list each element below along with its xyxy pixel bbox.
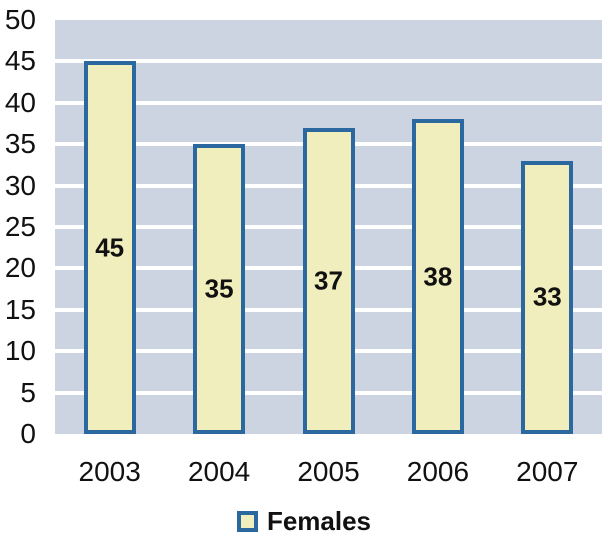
y-axis: 0 5 10 15 20 25 30 35 40 45 50 [0, 6, 36, 448]
x-tick-label: 2007 [516, 456, 579, 487]
bar-value-label: 35 [204, 273, 234, 304]
y-tick-label: 30 [4, 169, 36, 201]
legend: Females [0, 506, 608, 536]
bar-value-label: 33 [532, 281, 562, 312]
bar-value-label: 45 [95, 232, 125, 263]
y-tick-label: 45 [4, 45, 36, 77]
y-tick-label: 15 [4, 293, 36, 325]
legend-swatch-icon [236, 510, 258, 532]
bar-value-label: 37 [314, 265, 343, 296]
x-tick-label: 2006 [406, 456, 470, 487]
gridline [55, 100, 602, 105]
y-tick-label: 50 [4, 4, 36, 35]
bar-2005: 37 [302, 127, 355, 434]
y-tick-label: 40 [4, 86, 36, 118]
x-axis: 2003 2004 2005 2006 2007 [55, 456, 602, 490]
bar-2003: 45 [83, 61, 136, 434]
x-tick-label: 2004 [187, 456, 251, 487]
bar-2004: 35 [193, 144, 246, 434]
gridline [55, 59, 602, 64]
bar-2007: 33 [521, 160, 574, 434]
y-tick-label: 0 [20, 418, 36, 449]
bar-2006: 38 [411, 119, 464, 434]
y-tick-label: 20 [4, 252, 36, 284]
y-tick-label: 25 [4, 211, 36, 242]
x-tick-label: 2005 [297, 456, 360, 487]
bar-value-label: 38 [423, 261, 453, 292]
plot-area: 45 35 37 38 33 [55, 20, 602, 434]
y-tick-label: 35 [4, 128, 36, 160]
y-tick-label: 10 [4, 335, 36, 367]
y-tick-label: 5 [20, 376, 36, 408]
x-tick-label: 2003 [78, 456, 141, 487]
legend-label: Females [266, 506, 372, 536]
